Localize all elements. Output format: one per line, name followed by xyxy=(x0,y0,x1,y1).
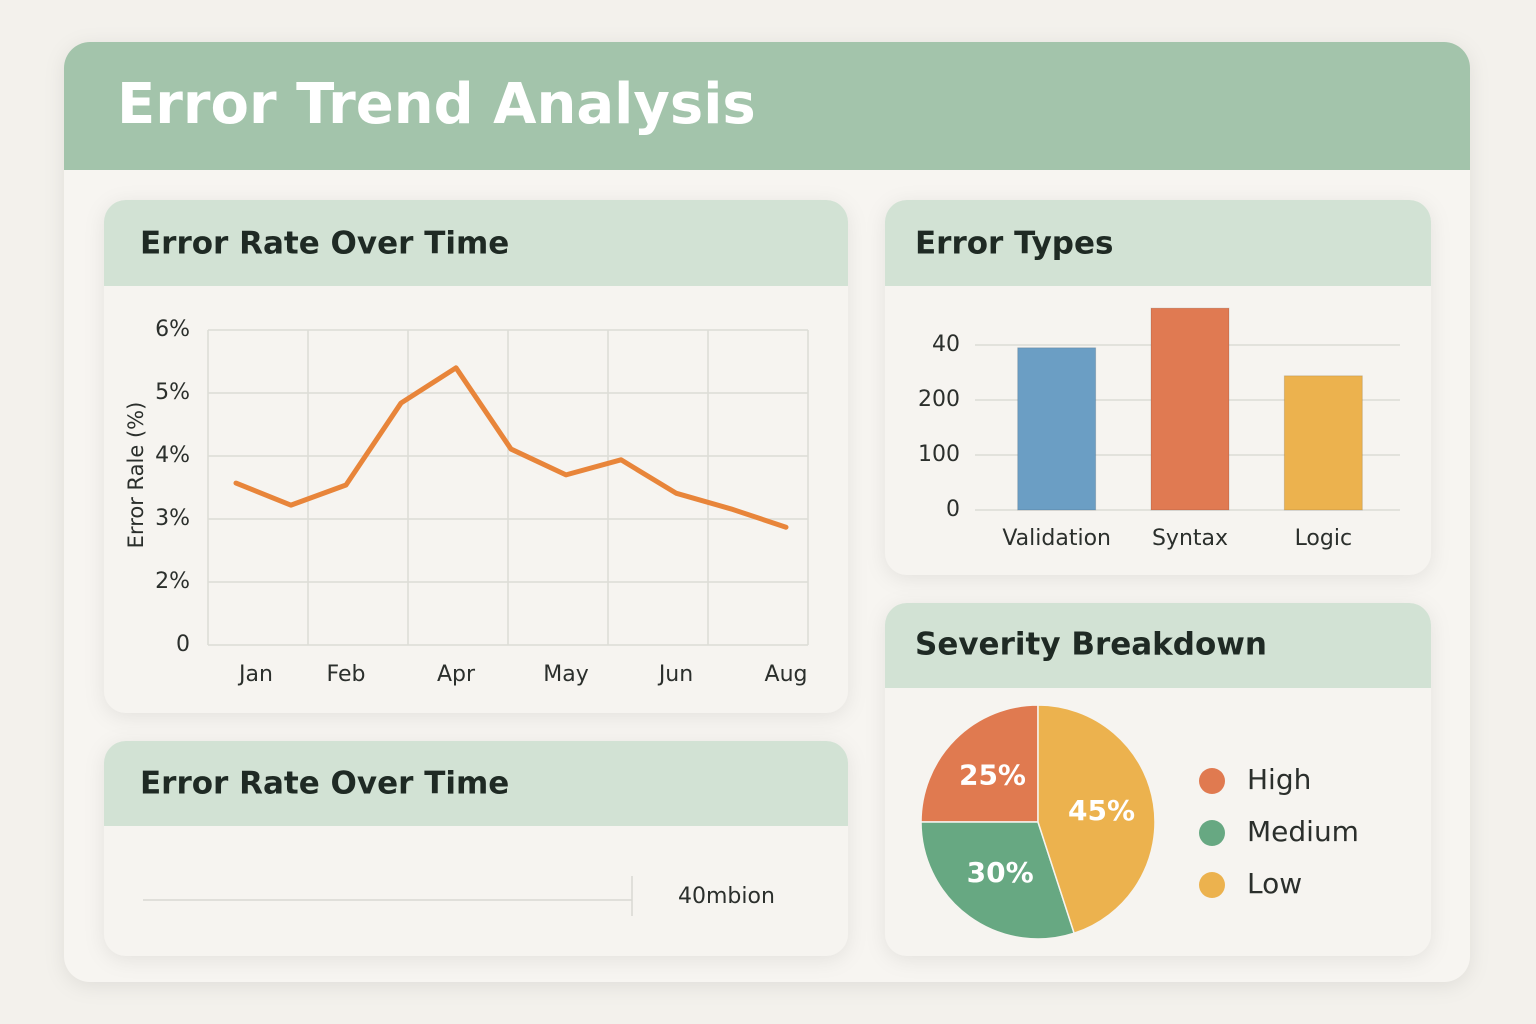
legend-swatch xyxy=(1199,768,1225,794)
panel-header xyxy=(104,200,848,286)
legend-label: Medium xyxy=(1247,815,1359,848)
y-tick-label: 100 xyxy=(918,442,960,467)
y-tick-label: 5% xyxy=(155,380,190,405)
bar xyxy=(1283,375,1363,511)
main-header xyxy=(64,42,1470,170)
x-tick-label: Validation xyxy=(1002,526,1111,551)
x-tick-label: Jan xyxy=(237,662,273,687)
y-tick-label: 6% xyxy=(155,317,190,342)
value-label: 25% xyxy=(959,758,1026,791)
x-tick-label: Feb xyxy=(327,662,366,687)
legend-swatch xyxy=(1199,872,1225,898)
x-tick-label: May xyxy=(543,662,588,687)
y-tick-label: 3% xyxy=(155,506,190,531)
legend-swatch xyxy=(1199,820,1225,846)
panel-header xyxy=(885,603,1431,688)
line-series xyxy=(233,365,789,530)
y-tick-label: 2% xyxy=(155,569,190,594)
page-title: Error Trend Analysis xyxy=(117,72,756,137)
y-tick-label: 4% xyxy=(155,443,190,468)
x-tick-label: Syntax xyxy=(1152,526,1228,551)
pie-slice xyxy=(920,821,1076,940)
y-tick-label: 200 xyxy=(918,387,960,412)
panel-text: 40mbion xyxy=(678,884,775,909)
x-tick-label: Aug xyxy=(765,662,808,687)
legend-label: Low xyxy=(1247,867,1302,900)
y-tick-label: 0 xyxy=(176,632,190,657)
panel-header xyxy=(104,741,848,826)
value-label: 30% xyxy=(967,856,1034,889)
y-tick-label: 40 xyxy=(932,332,960,357)
panel-title: Error Rate Over Time xyxy=(140,226,509,262)
value-label: 45% xyxy=(1068,794,1135,827)
panel-extra xyxy=(104,741,848,956)
y-axis-label: Error Rale (%) xyxy=(124,402,148,549)
panel-title: Severity Breakdown xyxy=(915,627,1267,663)
legend-label: High xyxy=(1247,763,1311,796)
pie-slice xyxy=(1037,704,1156,935)
pie-slice xyxy=(920,704,1039,823)
panel-title: Error Types xyxy=(915,226,1113,262)
x-tick-label: Logic xyxy=(1295,526,1353,551)
x-tick-label: Jun xyxy=(657,662,693,687)
panel-title: Error Rate Over Time xyxy=(140,766,509,802)
panel-header xyxy=(885,200,1431,286)
bar xyxy=(1150,307,1230,511)
y-tick-label: 0 xyxy=(946,497,960,522)
bar xyxy=(1017,347,1097,511)
x-tick-label: Apr xyxy=(437,662,476,687)
